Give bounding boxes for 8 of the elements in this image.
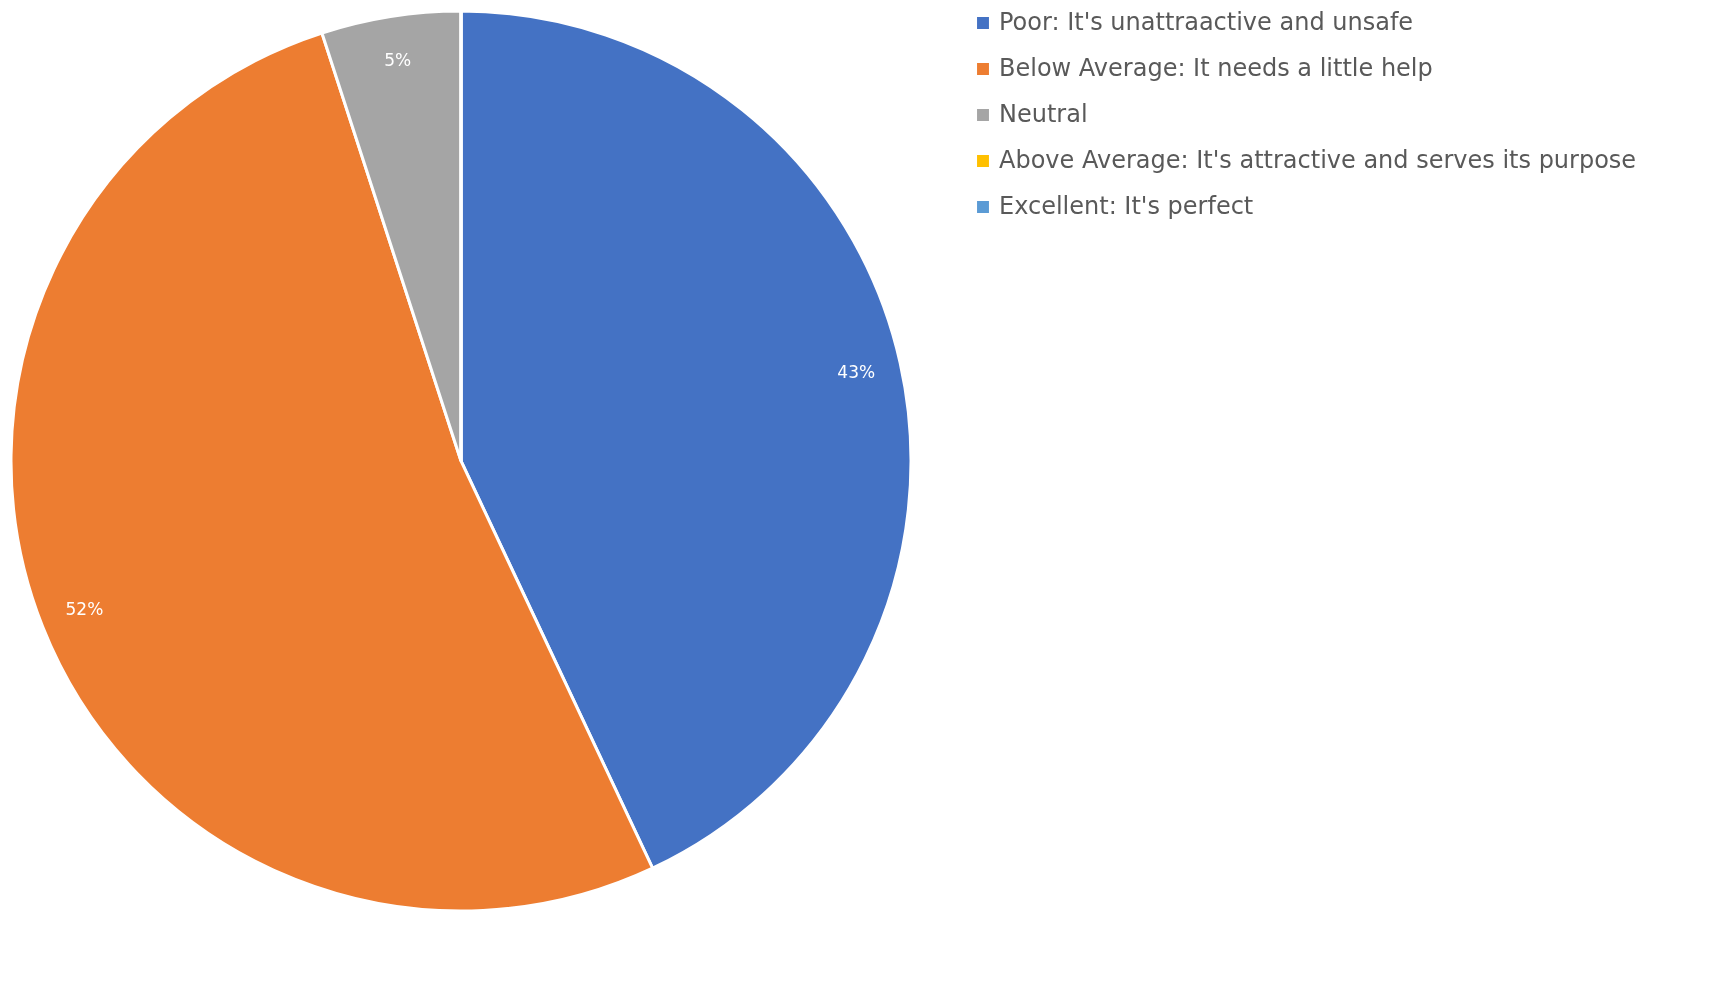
legend-label: Above Average: It's attractive and serves its purpose xyxy=(999,146,1637,174)
data-label: 43% xyxy=(837,361,876,382)
data-label: 5% xyxy=(384,49,412,70)
legend-label: Poor: It's unattraactive and unsafe xyxy=(999,8,1414,36)
legend-label: Neutral xyxy=(999,100,1088,128)
data-label: 52% xyxy=(65,599,104,620)
legend-label: Excellent: It's perfect xyxy=(999,192,1254,220)
legend-label: Below Average: It needs a little help xyxy=(999,54,1433,82)
